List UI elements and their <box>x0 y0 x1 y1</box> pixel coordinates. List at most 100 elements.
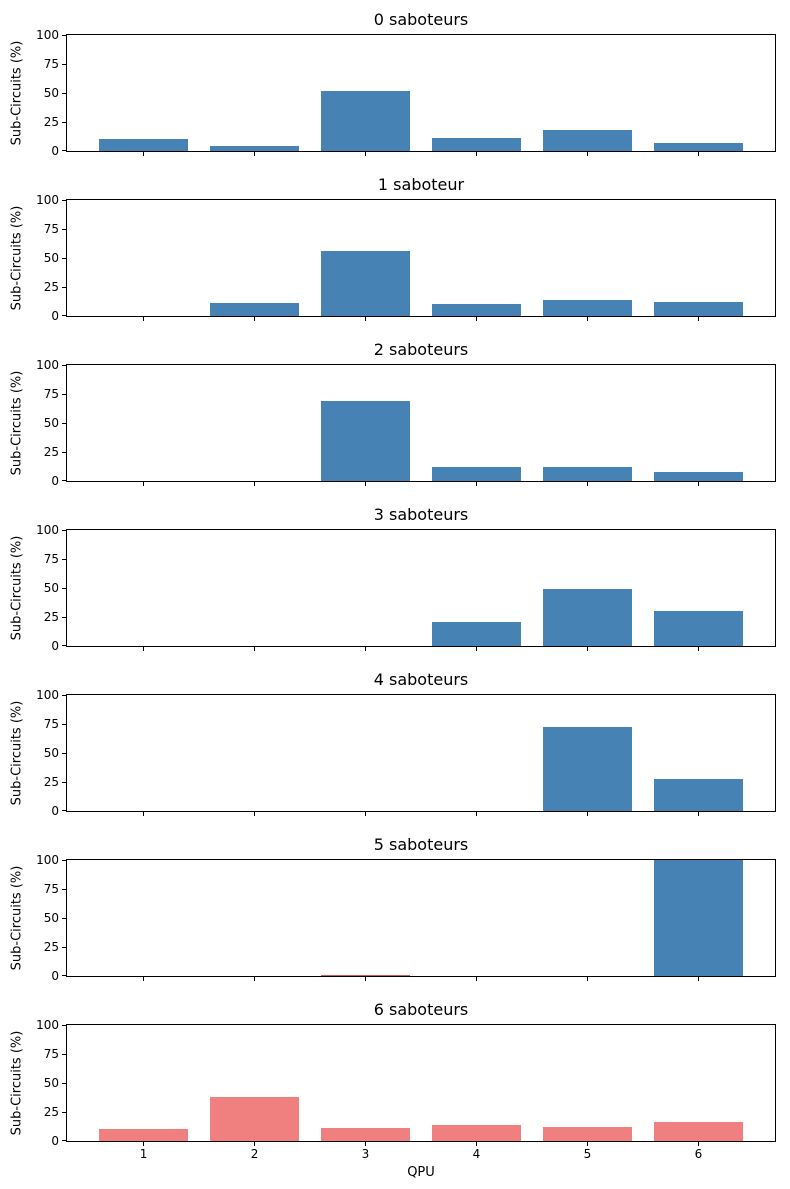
subplot-title: 0 saboteurs <box>373 10 469 29</box>
y-tick-0 <box>62 150 66 151</box>
y-tick-label-50: 50 <box>43 416 59 430</box>
y-tick-75 <box>62 558 66 560</box>
bar-qpu-1 <box>99 138 188 151</box>
bar-qpu-3 <box>321 1128 410 1141</box>
x-tick-2 <box>254 647 256 651</box>
x-tick-6 <box>697 152 699 156</box>
bar-qpu-6 <box>654 143 743 151</box>
plot-area: 0 25 50 75 100 <box>36 29 776 157</box>
x-tick-5 <box>586 1142 588 1146</box>
y-tick-label-25: 25 <box>43 940 59 954</box>
subplot-2-saboteurs: 2 saboteurs Sub-Circuits (%) 0 25 50 75 100 <box>0 336 790 501</box>
y-tick-label-100: 100 <box>36 853 59 867</box>
x-tick-6 <box>697 482 699 486</box>
y-tick-50 <box>62 752 66 754</box>
x-tick-label-1: 1 <box>139 1147 148 1161</box>
y-tick-75 <box>62 888 66 890</box>
subplot-title: 5 saboteurs <box>373 835 469 854</box>
y-tick-label-0: 0 <box>51 969 59 983</box>
x-tick-5 <box>586 152 588 156</box>
y-tick-label-75: 75 <box>43 222 59 236</box>
y-tick-label-50: 50 <box>43 1076 59 1090</box>
y-tick-label-75: 75 <box>43 717 59 731</box>
y-tick-50 <box>62 917 66 919</box>
y-tick-label-100: 100 <box>36 523 59 537</box>
x-tick-2 <box>254 812 256 816</box>
x-tick-label-2: 2 <box>250 1147 259 1161</box>
y-tick-label-100: 100 <box>36 1018 59 1032</box>
y-tick-label-25: 25 <box>43 445 59 459</box>
y-tick-25 <box>62 946 66 948</box>
x-tick-label-5: 5 <box>583 1147 592 1161</box>
x-tick-2 <box>254 977 256 981</box>
bar-qpu-4 <box>432 304 521 316</box>
x-tick-1 <box>143 482 145 486</box>
x-tick-4 <box>475 977 477 981</box>
y-tick-25 <box>62 121 66 123</box>
y-tick-label-100: 100 <box>36 193 59 207</box>
bar-qpu-3 <box>321 974 410 976</box>
x-tick-3 <box>365 647 366 651</box>
bar-qpu-6 <box>654 472 743 481</box>
x-tick-1 <box>143 812 145 816</box>
x-tick-2 <box>254 482 256 486</box>
y-tick-label-100: 100 <box>36 28 59 42</box>
x-tick-1 <box>143 1142 145 1146</box>
y-tick-0 <box>62 1140 66 1141</box>
y-tick-100 <box>62 530 66 531</box>
y-tick-label-75: 75 <box>43 387 59 401</box>
x-tick-3 <box>365 482 366 486</box>
y-tick-75 <box>62 723 66 725</box>
x-axis-label: QPU <box>407 1165 435 1180</box>
y-tick-75 <box>62 228 66 230</box>
y-tick-label-50: 50 <box>43 86 59 100</box>
subplot-5-saboteurs: 5 saboteurs Sub-Circuits (%) 0 25 50 75 100 <box>0 831 790 996</box>
y-tick-label-75: 75 <box>43 882 59 896</box>
x-tick-4 <box>475 1142 477 1146</box>
y-tick-label-50: 50 <box>43 251 59 265</box>
bar-qpu-3 <box>321 251 410 316</box>
bar-qpu-5 <box>543 129 632 151</box>
y-tick-100 <box>62 1025 66 1026</box>
subplot-0-saboteurs: 0 saboteurs Sub-Circuits (%) 0 25 50 75 100 <box>0 6 790 171</box>
bar-qpu-1 <box>99 1128 188 1141</box>
x-tick-2 <box>254 317 256 321</box>
plot-area: 0 25 50 75 100 <box>36 854 776 982</box>
subplot-title: 3 saboteurs <box>373 505 469 524</box>
bar-qpu-6 <box>654 860 743 976</box>
x-tick-4 <box>475 317 477 321</box>
x-tick-2 <box>254 152 256 156</box>
x-tick-label-4: 4 <box>472 1147 481 1161</box>
y-tick-75 <box>62 63 66 65</box>
y-tick-75 <box>62 393 66 395</box>
y-tick-100 <box>62 200 66 201</box>
plot-area: 0 25 50 75 100 <box>36 194 776 322</box>
x-tick-3 <box>365 317 366 321</box>
y-tick-label-0: 0 <box>51 309 59 323</box>
subplot-title: 4 saboteurs <box>373 670 469 689</box>
y-tick-label-25: 25 <box>43 775 59 789</box>
bar-qpu-3 <box>321 400 410 481</box>
y-tick-100 <box>62 35 66 36</box>
y-tick-label-75: 75 <box>43 552 59 566</box>
y-tick-0 <box>62 975 66 976</box>
y-tick-0 <box>62 480 66 481</box>
x-tick-label-6: 6 <box>694 1147 703 1161</box>
y-tick-0 <box>62 645 66 646</box>
y-tick-0 <box>62 810 66 811</box>
x-tick-6 <box>697 977 699 981</box>
x-tick-4 <box>475 152 477 156</box>
x-tick-5 <box>586 482 588 486</box>
bar-qpu-6 <box>654 610 743 646</box>
y-tick-label-0: 0 <box>51 144 59 158</box>
bar-qpu-5 <box>543 466 632 481</box>
x-tick-1 <box>143 152 145 156</box>
x-tick-1 <box>143 977 145 981</box>
y-tick-50 <box>62 587 66 589</box>
bar-qpu-5 <box>543 1127 632 1141</box>
plot-area: 0 25 50 75 100 <box>36 359 776 487</box>
plot-area: 0 25 50 75 100 1 2 3 4 5 6 <box>36 1019 776 1160</box>
x-tick-4 <box>475 812 477 816</box>
x-tick-5 <box>586 812 588 816</box>
